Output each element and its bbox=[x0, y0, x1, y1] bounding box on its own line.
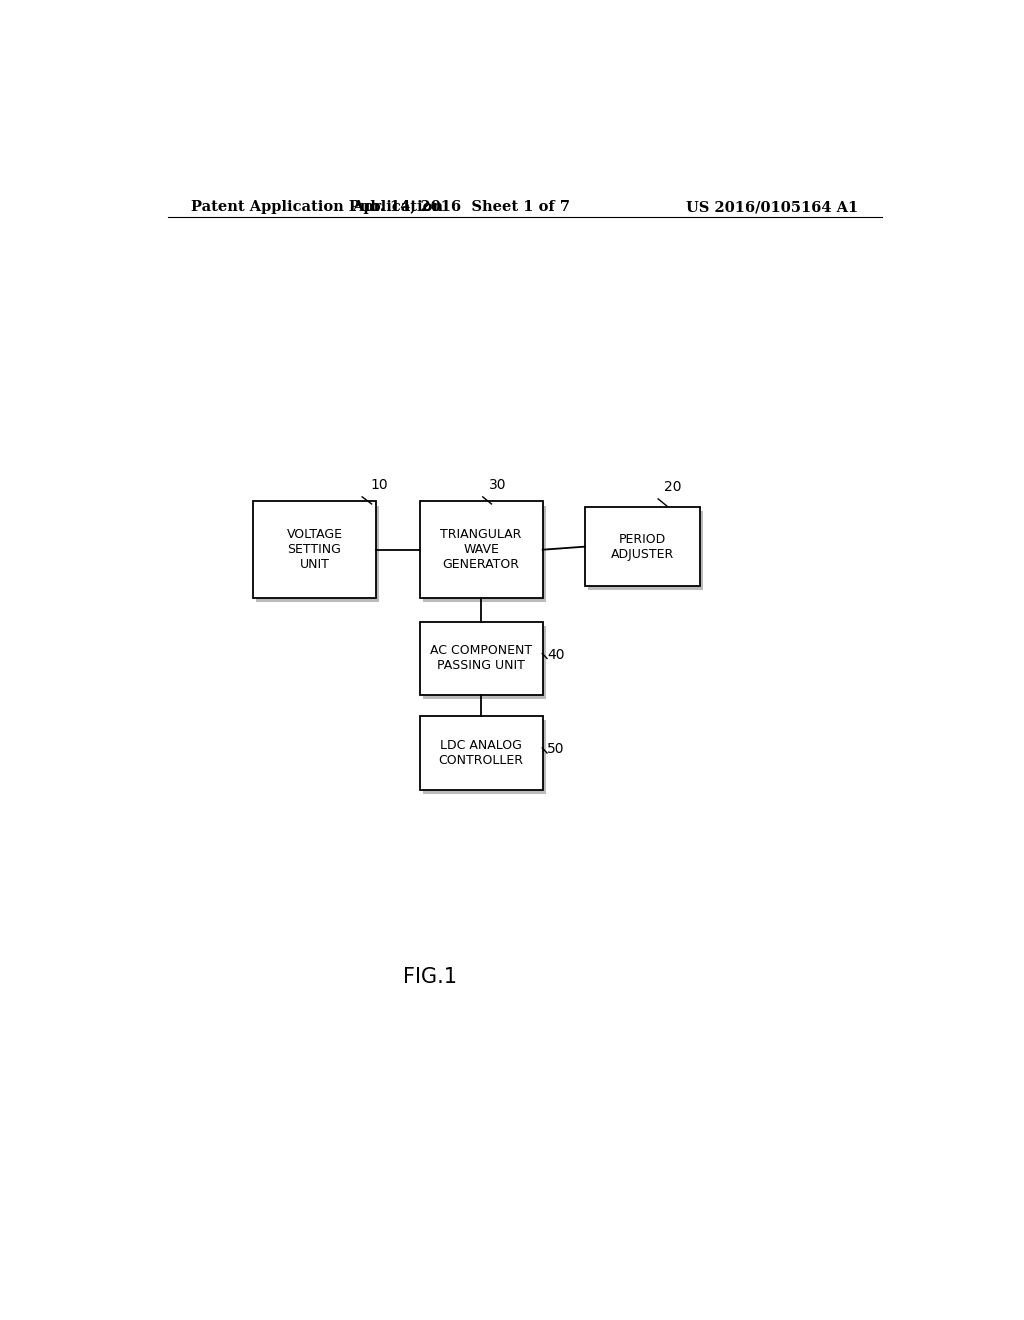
Text: PERIOD
ADJUSTER: PERIOD ADJUSTER bbox=[610, 533, 674, 561]
Text: VOLTAGE
SETTING
UNIT: VOLTAGE SETTING UNIT bbox=[287, 528, 342, 572]
Bar bbox=[256, 506, 379, 602]
Bar bbox=[253, 502, 376, 598]
Text: Apr. 14, 2016  Sheet 1 of 7: Apr. 14, 2016 Sheet 1 of 7 bbox=[352, 201, 570, 214]
Text: Patent Application Publication: Patent Application Publication bbox=[191, 201, 443, 214]
Text: LDC ANALOG
CONTROLLER: LDC ANALOG CONTROLLER bbox=[438, 739, 523, 767]
Bar bbox=[420, 717, 543, 789]
Text: US 2016/0105164 A1: US 2016/0105164 A1 bbox=[686, 201, 858, 214]
Text: 40: 40 bbox=[547, 648, 564, 661]
Text: 30: 30 bbox=[489, 478, 507, 492]
Text: TRIANGULAR
WAVE
GENERATOR: TRIANGULAR WAVE GENERATOR bbox=[440, 528, 522, 572]
Bar bbox=[423, 626, 546, 700]
Text: 10: 10 bbox=[370, 478, 388, 492]
Text: 20: 20 bbox=[665, 479, 682, 494]
Bar bbox=[423, 721, 546, 793]
Bar bbox=[420, 622, 543, 696]
Bar bbox=[423, 506, 546, 602]
Bar bbox=[420, 502, 543, 598]
Text: 50: 50 bbox=[547, 742, 564, 756]
Text: AC COMPONENT
PASSING UNIT: AC COMPONENT PASSING UNIT bbox=[430, 644, 532, 672]
Bar bbox=[588, 511, 702, 590]
Text: FIG.1: FIG.1 bbox=[402, 966, 457, 986]
Bar bbox=[585, 507, 699, 586]
